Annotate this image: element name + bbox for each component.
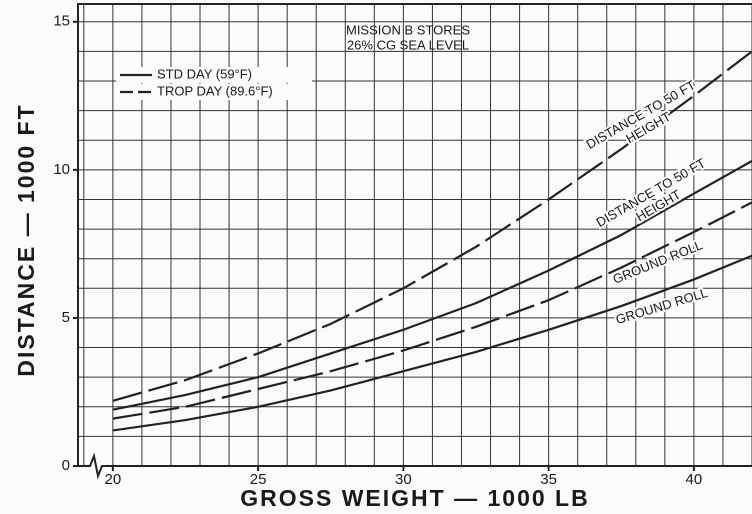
curve-label-text: GROUND ROLL bbox=[611, 237, 705, 287]
series-line bbox=[112, 50, 752, 402]
x-tick-label: 20 bbox=[105, 471, 122, 488]
legend-label: TROP DAY (89.6°F) bbox=[157, 83, 273, 98]
x-axis bbox=[78, 452, 752, 480]
y-tick-label: 5 bbox=[62, 309, 70, 326]
series-line bbox=[112, 160, 752, 411]
x-axis-title: GROSS WEIGHT — 1000 LB bbox=[240, 485, 589, 511]
series-line bbox=[112, 201, 752, 420]
series-line bbox=[112, 254, 752, 432]
legend-bg bbox=[116, 67, 312, 83]
x-tick-label: 30 bbox=[395, 471, 412, 488]
curve-label-text: DISTANCE TO 50 FT bbox=[583, 77, 698, 152]
x-tick-label: 40 bbox=[686, 471, 703, 488]
curve-label: GROUND ROLL bbox=[609, 235, 707, 289]
y-tick-label: 0 bbox=[62, 457, 70, 474]
x-tick-label: 35 bbox=[540, 471, 557, 488]
y-tick-label: 15 bbox=[53, 13, 70, 30]
x-tick-label: 25 bbox=[250, 471, 267, 488]
legend-bg bbox=[116, 84, 312, 100]
legend-label: STD DAY (59°F) bbox=[157, 66, 252, 81]
annotation: 26% CG SEA LEVEL bbox=[347, 37, 469, 52]
annotation: MISSION B STORES bbox=[346, 22, 470, 37]
y-axis-title: DISTANCE — 1000 FT bbox=[13, 103, 39, 376]
y-tick-label: 10 bbox=[53, 161, 70, 178]
plot-frame bbox=[77, 3, 752, 466]
